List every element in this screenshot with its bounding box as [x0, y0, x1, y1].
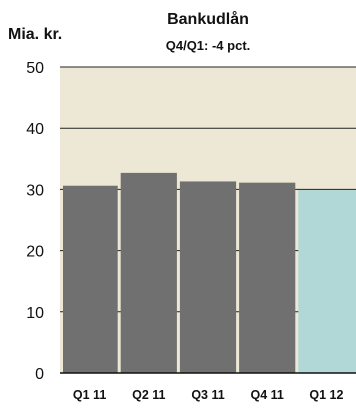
bar-q4-11 [239, 182, 296, 373]
bar-q2-11 [120, 172, 177, 373]
y-axis-unit-label: Mia. kr. [8, 26, 62, 43]
x-tick-label: Q3 11 [191, 388, 224, 402]
chart-subtitle: Q4/Q1: -4 pct. [166, 38, 251, 53]
bars [63, 172, 356, 373]
x-tick-label: Q4 11 [251, 388, 284, 402]
x-tick-labels: Q1 11 Q2 11 Q3 11 Q4 11 Q1 12 [73, 388, 344, 402]
y-tick-label: 50 [26, 60, 44, 77]
bar-q1-11 [63, 185, 118, 373]
bar-q3-11 [179, 181, 237, 373]
x-tick-label: Q1 12 [309, 388, 343, 402]
x-tick-label: Q1 11 [73, 388, 106, 402]
bar-q1-12 [298, 190, 356, 373]
y-tick-label: 20 [26, 244, 44, 261]
y-tick-label: 10 [26, 305, 44, 322]
y-tick-label: 0 [35, 366, 44, 383]
y-tick-label: 30 [26, 182, 44, 199]
chart-title: Bankudlån [167, 10, 249, 28]
x-tick-label: Q2 11 [132, 388, 165, 402]
y-tick-labels: 0 10 20 30 40 50 [26, 60, 44, 383]
y-tick-label: 40 [26, 121, 44, 138]
